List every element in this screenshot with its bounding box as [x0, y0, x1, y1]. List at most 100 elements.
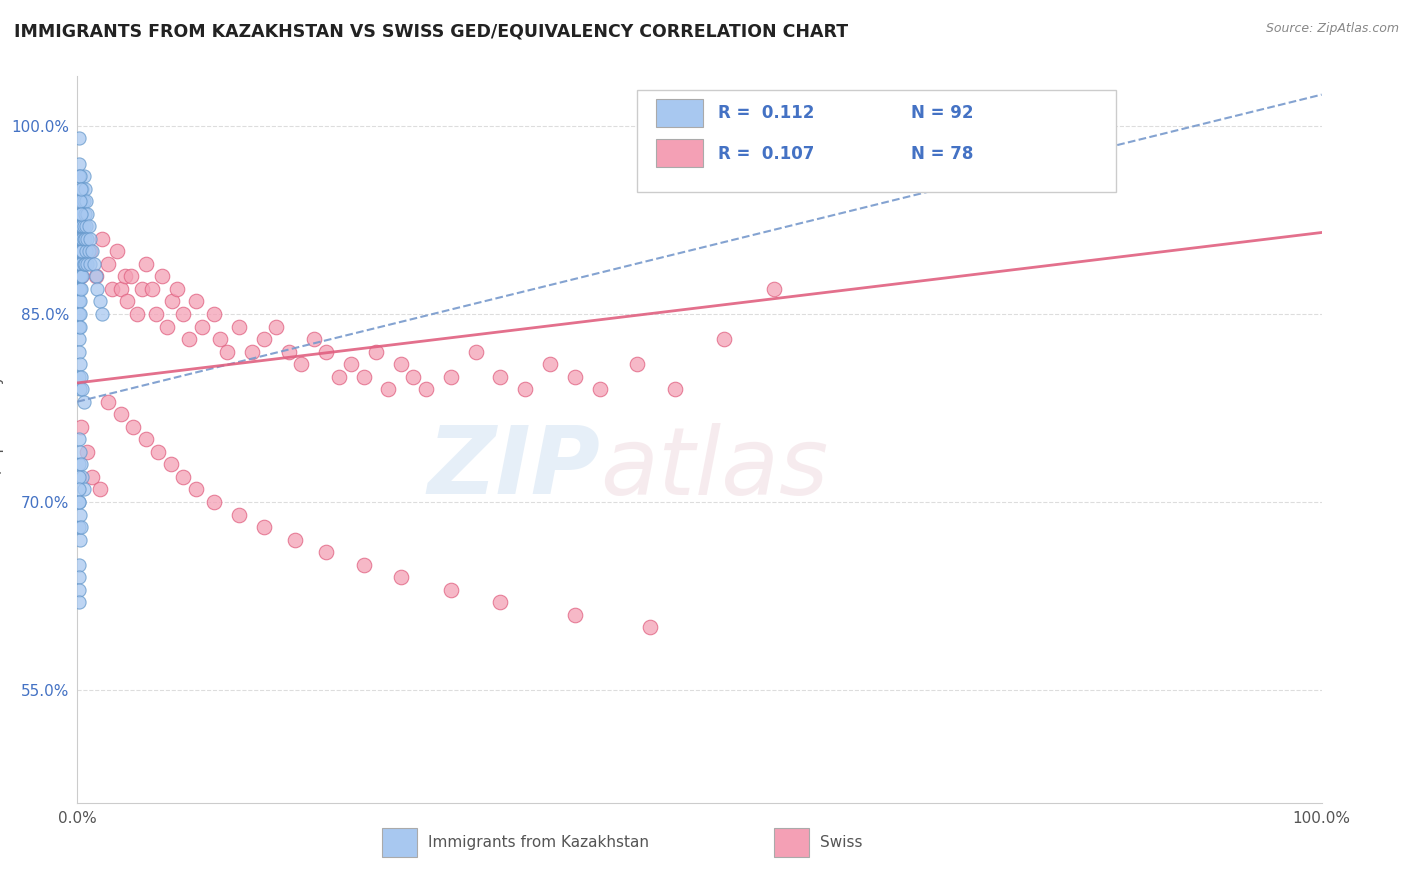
Point: [148, 445, 170, 459]
Point: [159, 458, 181, 472]
Point: [564, 607, 586, 622]
Point: [464, 344, 486, 359]
Point: [67, 558, 90, 572]
Text: N = 78: N = 78: [911, 145, 973, 162]
Point: [70, 219, 93, 234]
Point: [439, 369, 461, 384]
Text: R =  0.112: R = 0.112: [718, 103, 814, 122]
Point: [67, 131, 90, 145]
Y-axis label: GED/Equivalency: GED/Equivalency: [0, 374, 3, 505]
Point: [72, 194, 94, 209]
Point: [72, 181, 94, 195]
Point: [70, 458, 93, 472]
Point: [191, 319, 214, 334]
Point: [70, 207, 93, 221]
Point: [266, 319, 288, 334]
Point: [290, 357, 312, 371]
Point: [67, 282, 90, 296]
Point: [67, 307, 90, 321]
Point: [202, 307, 225, 321]
Point: [82, 244, 104, 259]
Point: [145, 307, 167, 321]
FancyBboxPatch shape: [382, 829, 418, 857]
Point: [67, 156, 90, 170]
Point: [115, 294, 138, 309]
Point: [72, 470, 94, 484]
Point: [228, 508, 250, 522]
Point: [70, 207, 93, 221]
Point: [76, 257, 98, 271]
Point: [67, 369, 90, 384]
Point: [69, 533, 91, 547]
Point: [564, 369, 586, 384]
Point: [402, 369, 425, 384]
Point: [72, 257, 94, 271]
Point: [69, 219, 91, 234]
Point: [97, 394, 120, 409]
Point: [72, 269, 94, 284]
Point: [105, 244, 128, 259]
Point: [110, 407, 132, 421]
Point: [70, 181, 93, 195]
Point: [70, 520, 93, 534]
Point: [172, 307, 194, 321]
Point: [89, 483, 111, 497]
Point: [89, 294, 111, 309]
Point: [69, 357, 91, 371]
Point: [131, 282, 153, 296]
Point: [67, 470, 90, 484]
Point: [179, 332, 201, 346]
Text: R =  0.107: R = 0.107: [718, 145, 814, 162]
Point: [79, 244, 101, 259]
Point: [150, 269, 173, 284]
Point: [67, 344, 90, 359]
Point: [67, 219, 90, 234]
Point: [253, 332, 276, 346]
Point: [160, 294, 183, 309]
Point: [69, 194, 91, 209]
Point: [328, 369, 350, 384]
Point: [69, 282, 91, 296]
Point: [72, 382, 94, 396]
Point: [69, 207, 91, 221]
Point: [70, 282, 93, 296]
Point: [69, 319, 91, 334]
Point: [156, 319, 179, 334]
Point: [67, 495, 90, 509]
Point: [69, 307, 91, 321]
Point: [69, 382, 91, 396]
Point: [67, 520, 90, 534]
Point: [389, 357, 412, 371]
Point: [73, 181, 96, 195]
Point: [67, 232, 90, 246]
Point: [67, 483, 90, 497]
Point: [125, 307, 148, 321]
Point: [70, 269, 93, 284]
Point: [122, 419, 145, 434]
Point: [73, 207, 96, 221]
Point: [83, 257, 105, 271]
Point: [69, 294, 91, 309]
Point: [70, 244, 93, 259]
Point: [135, 257, 157, 271]
Point: [82, 470, 104, 484]
Point: [72, 232, 94, 246]
Point: [67, 319, 90, 334]
Point: [84, 269, 107, 284]
Point: [67, 595, 90, 609]
Point: [67, 244, 90, 259]
Point: [209, 332, 232, 346]
Point: [101, 282, 124, 296]
Point: [72, 394, 94, 409]
Point: [184, 294, 207, 309]
Point: [389, 570, 412, 584]
Point: [70, 269, 93, 284]
Point: [67, 294, 90, 309]
Point: [72, 194, 94, 209]
Point: [184, 483, 207, 497]
Point: [538, 357, 561, 371]
Point: [172, 470, 194, 484]
Text: Immigrants from Kazakhstan: Immigrants from Kazakhstan: [429, 835, 650, 850]
Point: [76, 207, 98, 221]
Point: [75, 244, 97, 259]
